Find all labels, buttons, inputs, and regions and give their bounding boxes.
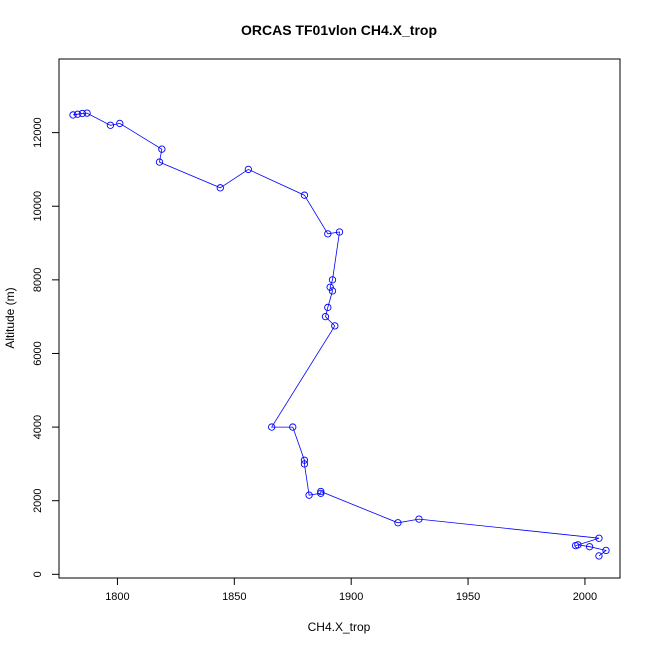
data-point xyxy=(106,121,115,129)
x-tick-label: 1850 xyxy=(222,591,246,603)
y-tick-label: 6000 xyxy=(32,341,44,365)
data-point xyxy=(326,283,334,291)
data-point xyxy=(317,487,325,496)
data-point xyxy=(305,491,313,499)
data-point xyxy=(595,534,603,542)
data-point xyxy=(155,158,164,166)
y-tick-label: 10000 xyxy=(32,191,44,222)
data-point xyxy=(289,423,297,431)
data-point xyxy=(78,109,87,118)
data-point xyxy=(335,228,344,236)
x-axis: 1800 1850 1900 1950 2000 xyxy=(105,578,597,603)
data-point xyxy=(415,515,423,523)
data-point xyxy=(74,110,82,118)
data-point xyxy=(331,322,339,330)
data-point xyxy=(69,111,77,119)
data-point xyxy=(585,543,594,551)
series-line xyxy=(72,112,607,557)
data-point xyxy=(268,423,276,431)
chart-title: ORCAS TF01vlon CH4.X_trop xyxy=(241,22,437,38)
y-tick-label: 0 xyxy=(32,571,44,577)
data-point xyxy=(328,287,337,295)
x-tick-label: 2000 xyxy=(573,591,597,603)
x-tick-label: 1900 xyxy=(339,591,363,603)
data-point xyxy=(602,546,610,555)
data-point xyxy=(321,313,330,321)
data-point xyxy=(317,489,325,497)
data-point xyxy=(116,119,124,128)
y-axis: 0 2000 4000 6000 8000 10000 12000 xyxy=(32,117,59,577)
data-point xyxy=(571,541,580,550)
y-tick-label: 8000 xyxy=(32,268,44,292)
data-point xyxy=(300,456,309,464)
data-point xyxy=(244,165,252,174)
data-point xyxy=(216,184,224,192)
data-point xyxy=(300,191,309,199)
data-point xyxy=(328,276,337,284)
series-layer xyxy=(69,109,610,560)
data-point xyxy=(324,303,332,312)
data-point xyxy=(324,230,332,238)
y-axis-label: Altitude (m) xyxy=(3,287,17,348)
plot-frame xyxy=(58,58,621,579)
data-point xyxy=(83,109,91,117)
y-tick-label: 4000 xyxy=(32,415,44,439)
data-point xyxy=(158,145,166,153)
y-tick-label: 12000 xyxy=(32,117,44,148)
x-tick-label: 1950 xyxy=(456,591,480,603)
x-axis-label: CH4.X_trop xyxy=(308,620,371,634)
data-point xyxy=(394,519,402,527)
data-point xyxy=(595,552,603,560)
data-point xyxy=(300,460,309,468)
y-tick-label: 2000 xyxy=(32,488,44,512)
x-tick-label: 1800 xyxy=(105,591,129,603)
